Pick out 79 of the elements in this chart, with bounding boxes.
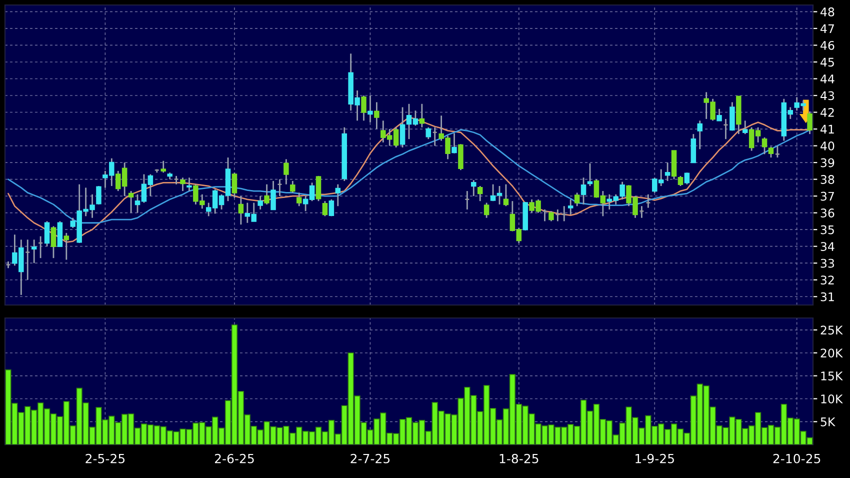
candlestick	[361, 94, 366, 122]
x-tick-label: 2-10-25	[773, 454, 820, 464]
y-tick-label: 36	[820, 208, 834, 218]
y-tick-label: 38	[820, 175, 834, 184]
candlestick	[762, 136, 768, 155]
candlestick	[807, 110, 812, 135]
y-tick-label: 41	[820, 124, 834, 134]
x-tick-label: 1-9-25	[636, 454, 674, 464]
candlestick	[335, 184, 341, 207]
candlestick	[664, 162, 670, 182]
candlestick	[574, 192, 580, 207]
candlestick	[768, 146, 774, 158]
candlestick	[238, 195, 244, 226]
candlestick	[452, 132, 457, 154]
candlestick	[568, 198, 574, 216]
candlestick	[270, 180, 276, 210]
y-tick-label: 45	[820, 58, 834, 67]
candlestick	[620, 181, 625, 200]
candlestick	[471, 179, 476, 197]
candlestick	[419, 103, 425, 128]
y-tick-label: 48	[820, 7, 834, 16]
candlestick	[264, 184, 270, 206]
y-tick-label: 20K	[820, 348, 843, 358]
x-tick-label: 2-6-25	[214, 454, 254, 464]
candlestick	[678, 175, 684, 187]
candlestick	[730, 102, 735, 132]
y-tick-label: 43	[820, 91, 834, 100]
y-tick-label: 31	[820, 292, 834, 302]
y-tick-label: 15K	[821, 372, 843, 380]
y-tick-label: 32	[820, 276, 834, 285]
candlestick	[484, 202, 490, 219]
candlestick	[580, 176, 586, 206]
y-tick-label: 44	[820, 74, 834, 84]
candlestick	[57, 220, 63, 248]
candlestick	[716, 108, 722, 122]
candlestick	[284, 158, 289, 186]
y-tick-label: 34	[820, 242, 834, 251]
candlestick	[160, 160, 166, 174]
x-tick-label: 1-8-25	[500, 454, 538, 464]
candlestick	[31, 238, 37, 264]
candlestick	[316, 175, 322, 202]
candlestick	[50, 226, 56, 259]
candlestick	[258, 195, 263, 210]
x-tick-label: 2-7-25	[350, 454, 390, 464]
candlestick	[232, 172, 238, 198]
candlestick	[426, 126, 432, 140]
y-tick-label: 37	[820, 192, 834, 201]
candlestick	[368, 94, 373, 124]
candlestick	[128, 190, 134, 214]
candlestick	[322, 200, 328, 217]
candlestick	[180, 176, 186, 192]
y-tick-label: 42	[820, 108, 834, 117]
y-tick-label: 33	[820, 258, 834, 268]
x-tick-label: 2-5-25	[86, 454, 125, 464]
candlestick	[548, 210, 554, 222]
y-tick-label: 25K	[820, 326, 843, 335]
candlestick	[503, 184, 509, 207]
candlestick	[374, 102, 380, 130]
candlestick	[697, 120, 703, 150]
y-tick-label: 39	[820, 158, 834, 168]
y-tick-label: 35	[820, 225, 834, 234]
candlestick	[477, 185, 483, 202]
y-tick-label: 40	[820, 142, 834, 150]
candlestick	[96, 185, 102, 206]
candlestick	[186, 176, 192, 192]
y-tick-label: 5K	[820, 418, 836, 426]
y-tick-label: 46	[820, 40, 834, 50]
candlestick	[64, 232, 70, 260]
candlestick	[328, 198, 334, 217]
candlestick	[684, 172, 690, 186]
candlestick	[690, 133, 696, 164]
candlestick	[44, 220, 50, 248]
candlestick	[742, 120, 748, 135]
y-tick-label: 47	[820, 24, 834, 33]
candlestick	[290, 180, 296, 194]
candlestick	[296, 192, 302, 207]
candlestick	[587, 162, 593, 187]
y-tick-label: 10K	[821, 394, 843, 404]
candlestick	[458, 143, 464, 171]
